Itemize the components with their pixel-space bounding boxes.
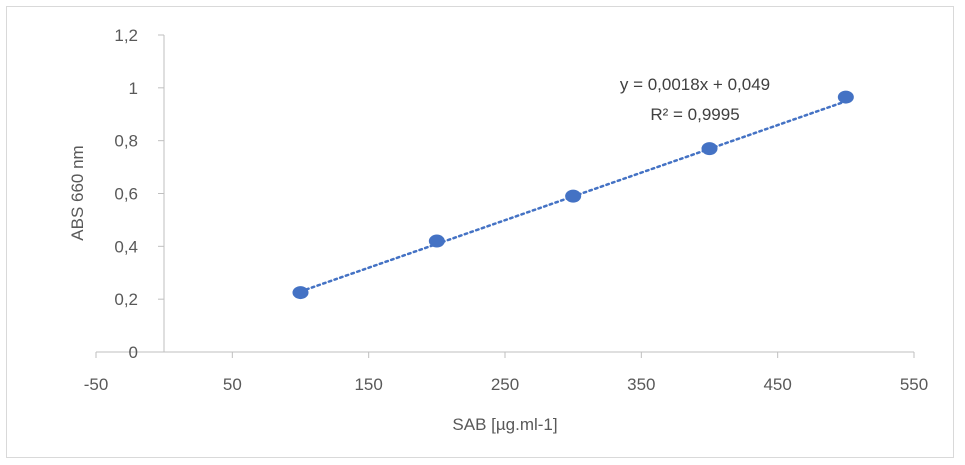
y-axis-title: ABS 660 nm [68,145,87,240]
x-tick-label: 450 [763,375,791,394]
data-point [292,286,309,300]
y-tick-label: 1 [129,79,138,98]
plot-layer: -50 50 150 250 350 450 550 0 0,2 0,4 0,6 0,8 1 1,2 [84,26,928,394]
data-point [428,234,445,248]
x-axis-title: SAB [µg.ml-1] [452,415,557,434]
trendline-r-squared: R² = 0,9995 [650,105,739,124]
x-tick-label: 550 [900,375,928,394]
data-point [701,142,718,156]
y-tick-label: 1,2 [114,26,138,45]
x-tick-label: -50 [84,375,109,394]
y-tick-label: 0,8 [114,132,138,151]
y-tick-label: 0,2 [114,290,138,309]
x-tick-label: 50 [223,375,242,394]
y-tick-label: 0,4 [114,237,138,256]
y-tick-label: 0 [129,343,138,362]
x-tick-label: 250 [491,375,519,394]
trendline-equation: y = 0,0018x + 0,049 [620,75,770,94]
data-point [565,189,582,203]
x-tick-label: 350 [627,375,655,394]
y-tick-label: 0,6 [114,185,138,204]
x-tick-label: 150 [354,375,382,394]
data-point [837,90,854,104]
